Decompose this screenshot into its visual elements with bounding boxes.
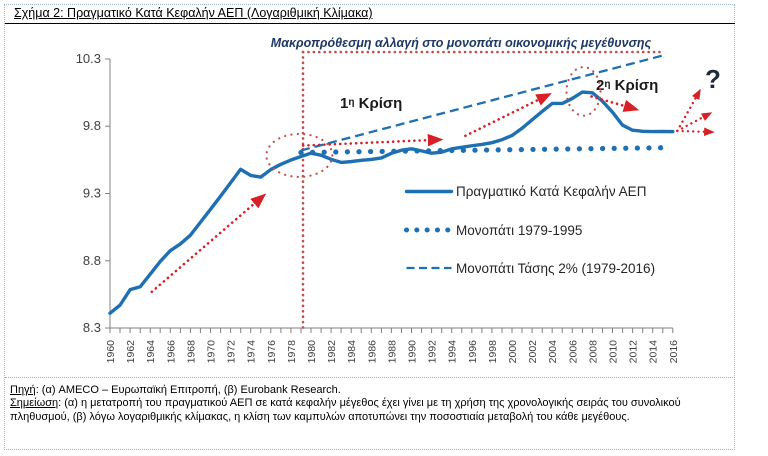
svg-text:2010: 2010 xyxy=(608,340,620,364)
svg-text:10.3: 10.3 xyxy=(76,51,101,66)
svg-text:1966: 1966 xyxy=(165,340,177,364)
svg-text:2002: 2002 xyxy=(527,340,539,364)
svg-text:1968: 1968 xyxy=(185,340,197,364)
svg-text:9.8: 9.8 xyxy=(83,118,101,133)
svg-text:8.8: 8.8 xyxy=(83,253,101,268)
svg-text:Μονοπάτι 1979-1995: Μονοπάτι 1979-1995 xyxy=(456,223,582,238)
svg-text:2004: 2004 xyxy=(547,340,559,364)
svg-text:1998: 1998 xyxy=(487,340,499,364)
svg-text:?: ? xyxy=(705,64,721,94)
svg-text:1962: 1962 xyxy=(125,340,137,364)
svg-text:1η Κρίση: 1η Κρίση xyxy=(340,95,402,112)
svg-text:1986: 1986 xyxy=(366,340,378,364)
svg-text:2000: 2000 xyxy=(507,340,519,364)
svg-text:9.3: 9.3 xyxy=(83,186,101,201)
svg-text:1982: 1982 xyxy=(326,340,338,364)
svg-text:2016: 2016 xyxy=(668,340,680,364)
svg-text:1964: 1964 xyxy=(145,340,157,364)
svg-text:8.3: 8.3 xyxy=(83,320,101,335)
svg-text:1978: 1978 xyxy=(286,340,298,364)
svg-text:1974: 1974 xyxy=(246,340,258,364)
svg-text:1976: 1976 xyxy=(266,340,278,364)
svg-text:1994: 1994 xyxy=(447,340,459,364)
svg-text:2η Κρίση: 2η Κρίση xyxy=(596,77,658,94)
svg-text:Μονοπάτι Τάσης 2% (1979-2016): Μονοπάτι Τάσης 2% (1979-2016) xyxy=(456,261,655,276)
svg-text:Πραγματικό Κατά Κεφαλήν ΑΕΠ: Πραγματικό Κατά Κεφαλήν ΑΕΠ xyxy=(456,184,646,199)
svg-text:1988: 1988 xyxy=(386,340,398,364)
svg-text:1960: 1960 xyxy=(105,340,117,364)
svg-text:1972: 1972 xyxy=(226,340,238,364)
svg-text:2012: 2012 xyxy=(628,340,640,364)
svg-text:1990: 1990 xyxy=(407,340,419,364)
svg-text:Μακροπρόθεσμη αλλαγή στο μονοπ: Μακροπρόθεσμη αλλαγή στο μονοπάτι οικονο… xyxy=(271,36,652,50)
svg-text:2008: 2008 xyxy=(587,340,599,364)
svg-text:1992: 1992 xyxy=(427,340,439,364)
svg-text:1980: 1980 xyxy=(306,340,318,364)
svg-text:1984: 1984 xyxy=(346,340,358,364)
svg-text:1996: 1996 xyxy=(467,340,479,364)
svg-text:1970: 1970 xyxy=(206,340,218,364)
svg-text:2006: 2006 xyxy=(567,340,579,364)
svg-text:2014: 2014 xyxy=(648,340,660,364)
